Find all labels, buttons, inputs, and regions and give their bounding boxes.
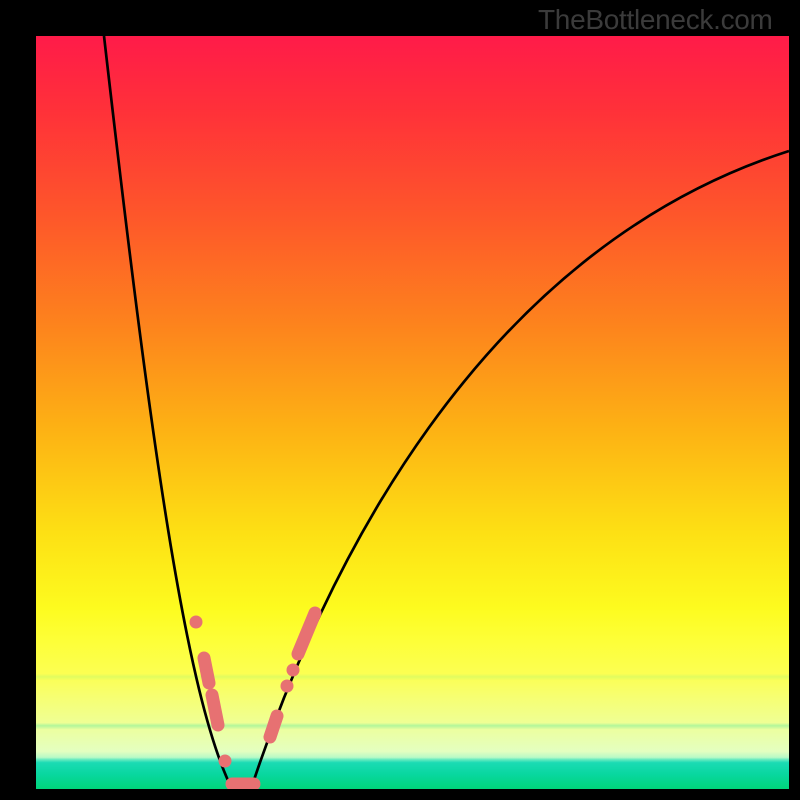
marker-dot — [219, 755, 232, 768]
marker-dot — [236, 778, 249, 791]
marker-pill — [298, 613, 315, 654]
marker-dot — [190, 616, 203, 629]
marker-pill — [212, 695, 218, 725]
chart-svg — [0, 0, 800, 800]
marker-pill — [270, 716, 277, 737]
marker-pill — [204, 658, 209, 683]
curve-right — [251, 151, 789, 789]
watermark-label: TheBottleneck.com — [538, 4, 773, 36]
chart-container: TheBottleneck.com — [0, 0, 800, 800]
marker-dot — [281, 680, 294, 693]
marker-dot — [287, 664, 300, 677]
